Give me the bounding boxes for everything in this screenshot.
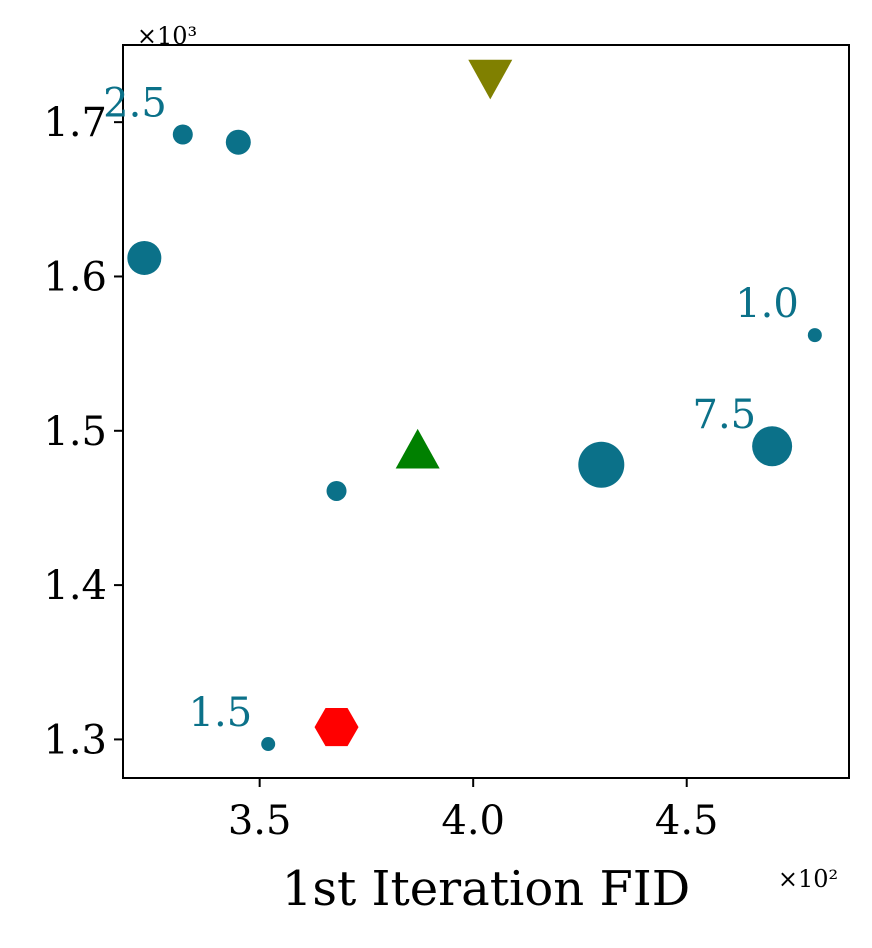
y-tick-label: 1.6 (43, 254, 107, 300)
point-label: 1.0 (735, 281, 799, 327)
x-ticks: 3.5 4.0 4.5 (228, 778, 719, 844)
data-point-circle (578, 441, 625, 488)
data-point-circle (127, 240, 162, 275)
x-tick-label: 4.0 (441, 798, 505, 844)
data-point-circle (326, 480, 347, 501)
y-ticks: 1.3 1.4 1.5 1.6 1.7 (43, 100, 123, 763)
x-axis-multiplier: ×10² (778, 865, 838, 893)
plot-frame (122, 44, 850, 779)
y-tick-label: 1.5 (43, 409, 107, 455)
y-tick-label: 1.7 (43, 100, 107, 146)
data-point-circle (807, 328, 822, 343)
data-point-hexagon (314, 708, 359, 747)
x-tick-label: 4.5 (655, 798, 719, 844)
point-labels: 2.5 1.0 7.5 1.5 (103, 81, 799, 737)
y-tick-label: 1.4 (43, 563, 107, 609)
data-point-circle (172, 124, 193, 145)
point-label: 7.5 (693, 392, 757, 438)
x-tick-label: 3.5 (228, 798, 292, 844)
point-label: 1.5 (189, 690, 253, 736)
data-point-circle (261, 737, 276, 752)
data-points (127, 59, 822, 752)
data-point-circle (225, 129, 251, 155)
point-label: 2.5 (103, 81, 167, 127)
data-point-circle (752, 426, 793, 467)
y-tick-label: 1.3 (43, 717, 107, 763)
y-axis-multiplier: ×10³ (137, 22, 197, 50)
data-point-triangle-down (468, 59, 513, 100)
data-point-triangle-up (395, 428, 440, 469)
x-axis-label: 1st Iteration FID (282, 861, 690, 917)
